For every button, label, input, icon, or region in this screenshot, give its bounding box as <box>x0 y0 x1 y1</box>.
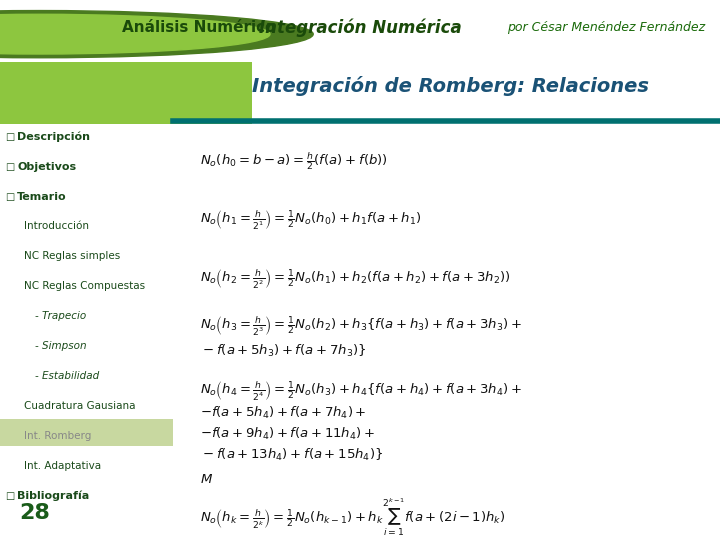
Text: $N_o\left(h_0=b-a\right)=\frac{h}{2}\left(f\left(a\right)+f\left(b\right)\right): $N_o\left(h_0=b-a\right)=\frac{h}{2}\lef… <box>200 151 388 172</box>
Text: Cuadratura Gausiana: Cuadratura Gausiana <box>24 401 135 411</box>
Circle shape <box>0 14 270 54</box>
Text: 28: 28 <box>19 503 50 523</box>
Text: □: □ <box>5 161 14 172</box>
Text: Temario: Temario <box>17 192 67 201</box>
Text: $\left.-f\left(a+5h_3\right)+f\left(a+7h_3\right)\right\}$: $\left.-f\left(a+5h_3\right)+f\left(a+7h… <box>200 343 366 359</box>
FancyBboxPatch shape <box>0 62 173 124</box>
Text: - Estabilidad: - Estabilidad <box>35 371 99 381</box>
Text: Integración de Romberg: Relaciones: Integración de Romberg: Relaciones <box>252 76 649 96</box>
Text: $N_o\left(h_k=\frac{h}{2^k}\right)=\frac{1}{2}N_o\left(h_{k-1}\right)+h_k\sum_{i: $N_o\left(h_k=\frac{h}{2^k}\right)=\frac… <box>200 496 506 538</box>
Text: Bibliografía: Bibliografía <box>17 491 89 501</box>
Text: - Simpson: - Simpson <box>35 341 86 351</box>
Text: $-f\left(a+5h_4\right)+f\left(a+7h_4\right)+$: $-f\left(a+5h_4\right)+f\left(a+7h_4\rig… <box>200 405 366 421</box>
Text: $N_o\left(h_1=\frac{h}{2^1}\right)=\frac{1}{2}N_o\left(h_0\right)+h_1 f\left(a+h: $N_o\left(h_1=\frac{h}{2^1}\right)=\frac… <box>200 208 421 231</box>
Circle shape <box>0 11 313 58</box>
Text: Análisis Numérico: Análisis Numérico <box>122 21 276 36</box>
Text: por César Menéndez Fernández: por César Menéndez Fernández <box>508 22 706 35</box>
Text: $\left.-f\left(a+13h_4\right)+f\left(a+15h_4\right)\right\}$: $\left.-f\left(a+13h_4\right)+f\left(a+1… <box>200 447 383 463</box>
FancyBboxPatch shape <box>94 53 252 133</box>
Text: - Trapecio: - Trapecio <box>35 311 86 321</box>
Text: $N_o\left(h_4=\frac{h}{2^4}\right)=\frac{1}{2}N_o\left(h_3\right)+h_4\left\{f\le: $N_o\left(h_4=\frac{h}{2^4}\right)=\frac… <box>200 379 522 402</box>
Text: □: □ <box>5 491 14 501</box>
Text: Descripción: Descripción <box>17 131 90 142</box>
Text: Int. Romberg: Int. Romberg <box>24 431 91 441</box>
Text: NC Reglas simples: NC Reglas simples <box>24 252 120 261</box>
FancyBboxPatch shape <box>0 420 173 447</box>
Text: Objetivos: Objetivos <box>17 161 76 172</box>
Text: □: □ <box>5 192 14 201</box>
Text: NC Reglas Compuestas: NC Reglas Compuestas <box>24 281 145 292</box>
Text: □: □ <box>5 132 14 141</box>
Text: Int. Adaptativa: Int. Adaptativa <box>24 461 102 471</box>
Text: Integración Numérica: Integración Numérica <box>258 19 462 37</box>
Text: $N_o\left(h_3=\frac{h}{2^3}\right)=\frac{1}{2}N_o\left(h_2\right)+h_3\left\{f\le: $N_o\left(h_3=\frac{h}{2^3}\right)=\frac… <box>200 314 522 338</box>
Text: Introducción: Introducción <box>24 221 89 232</box>
Text: $M$: $M$ <box>200 473 213 486</box>
Text: $-f\left(a+9h_4\right)+f\left(a+11h_4\right)+$: $-f\left(a+9h_4\right)+f\left(a+11h_4\ri… <box>200 426 375 442</box>
Text: $N_o\left(h_2=\frac{h}{2^2}\right)=\frac{1}{2}N_o\left(h_1\right)+h_2\left(f\lef: $N_o\left(h_2=\frac{h}{2^2}\right)=\frac… <box>200 267 510 289</box>
